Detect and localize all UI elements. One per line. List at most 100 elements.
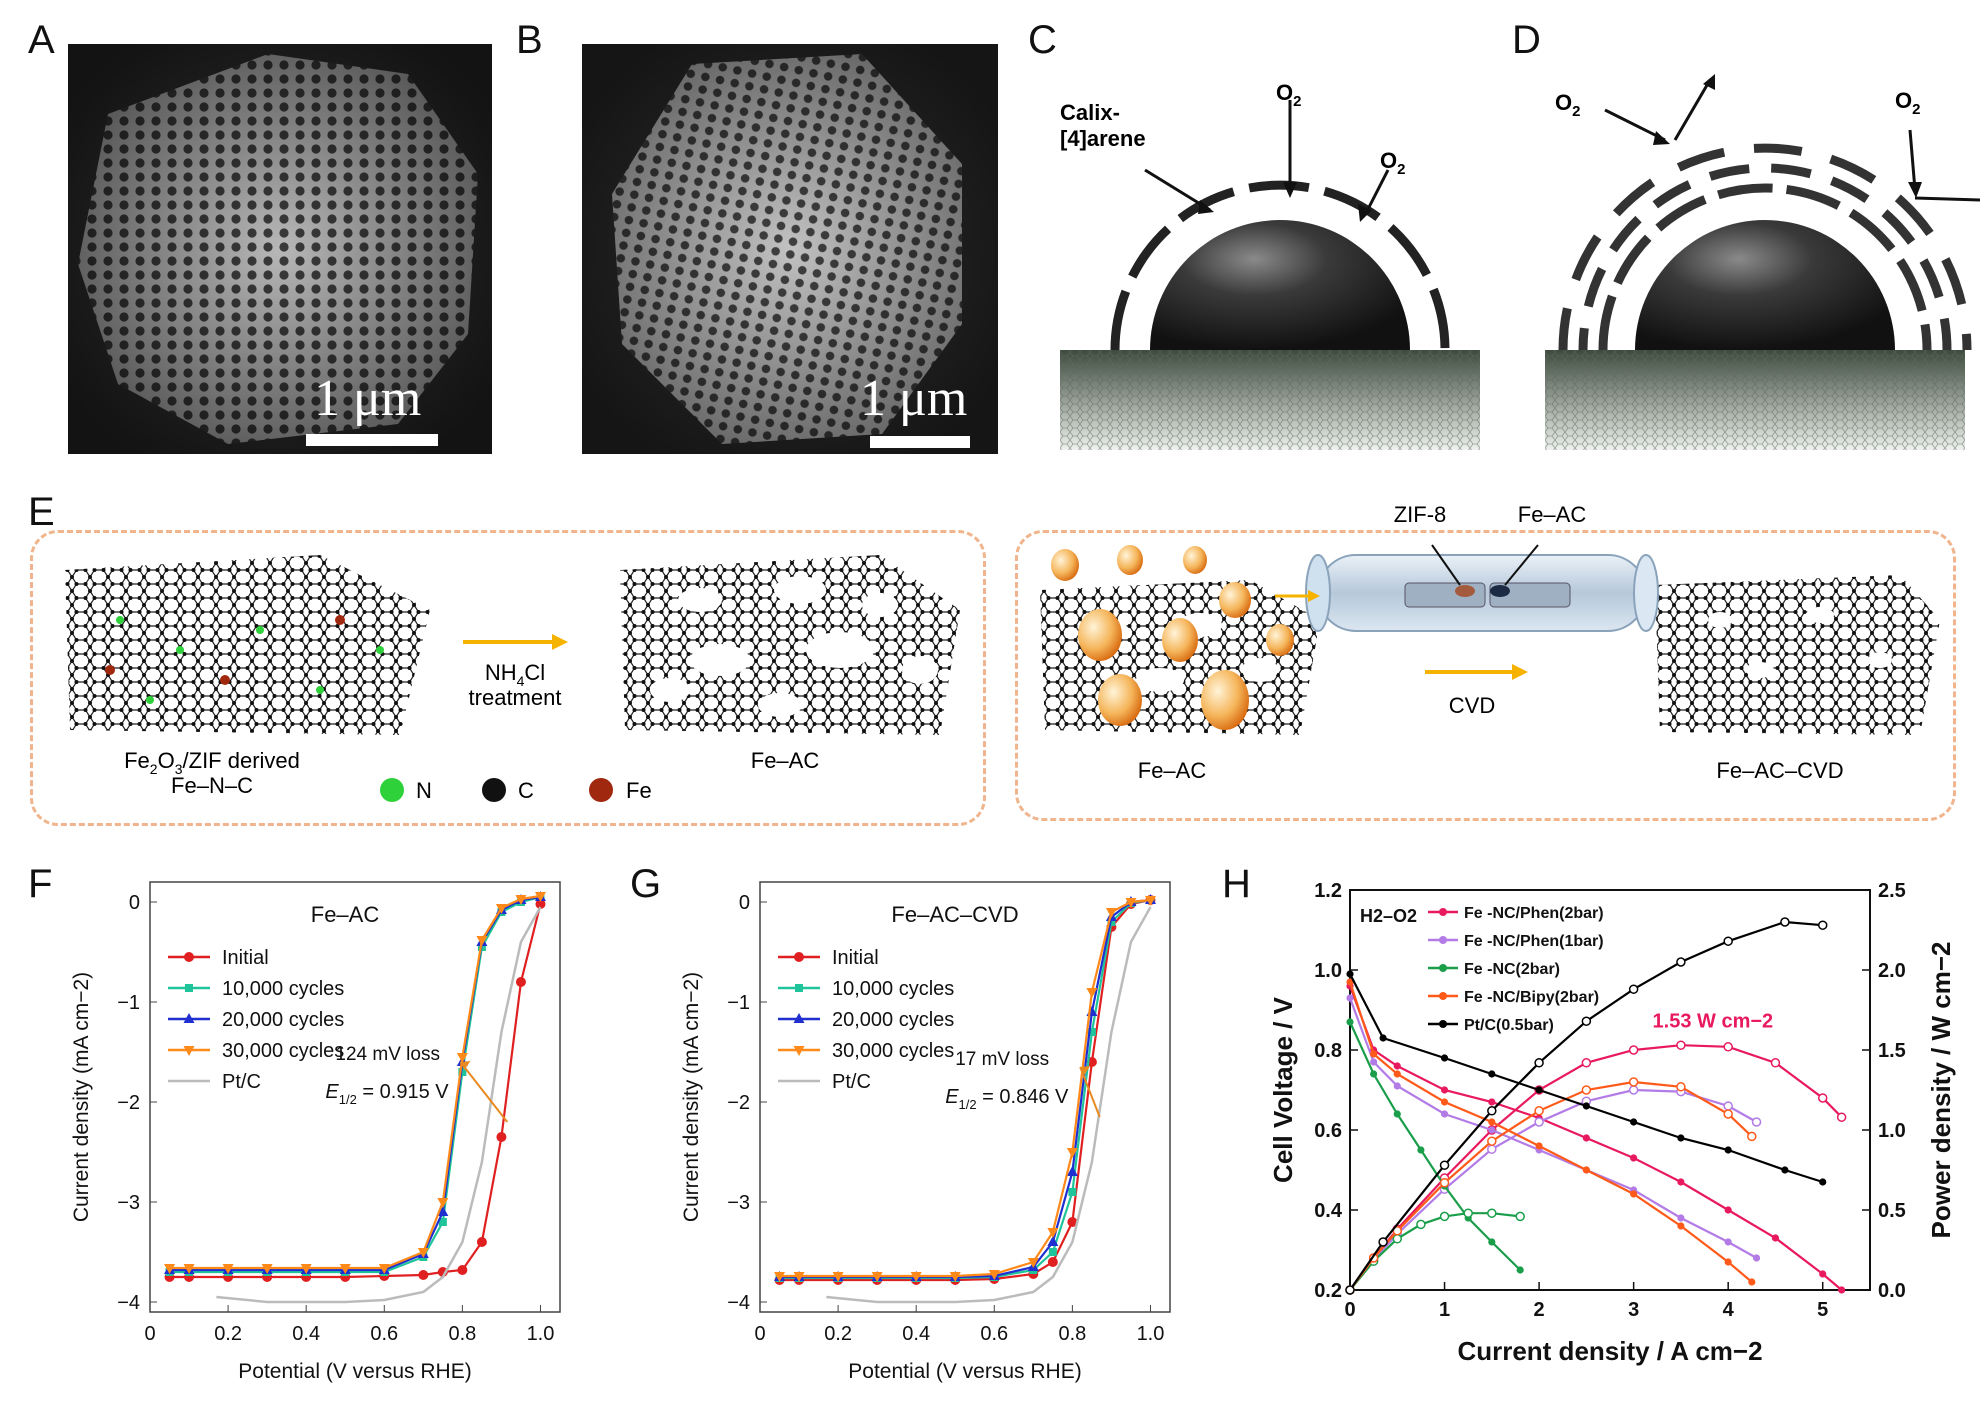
power-point — [1723, 1109, 1733, 1119]
voltage-point — [1630, 1118, 1638, 1126]
data-point — [418, 1270, 429, 1280]
x-tick-label: 0.4 — [292, 1323, 320, 1345]
voltage-point — [1440, 1098, 1449, 1106]
chart-title: Fe–AC–CVD — [891, 902, 1018, 927]
x-tick-label: 0 — [754, 1323, 765, 1345]
power-point — [1581, 1016, 1592, 1026]
legend-marker — [1439, 908, 1447, 916]
power-line-4 — [1349, 1080, 1753, 1291]
legend-label: Fe -NC/Bipy(2bar) — [1464, 989, 1599, 1006]
data-point — [871, 1272, 883, 1282]
voltage-point — [1488, 1126, 1496, 1134]
panel-letter-d: D — [1512, 18, 1541, 62]
o2-top-label-c: O2 — [1276, 80, 1301, 110]
voltage-point — [1346, 970, 1354, 978]
voltage-point — [1370, 1058, 1378, 1066]
voltage-point — [1488, 1238, 1496, 1246]
voltage-point — [1440, 1110, 1449, 1118]
boat-right — [1489, 582, 1571, 608]
voltage-point — [1630, 1190, 1638, 1198]
x-tick-label: 0.2 — [214, 1323, 242, 1345]
power-point — [1747, 1131, 1757, 1142]
panel-letter-f: F — [28, 862, 53, 906]
data-point — [1087, 1028, 1096, 1036]
label-fe2o3-zif: Fe2O3/ZIF derived — [124, 748, 300, 777]
voltage-point — [1346, 978, 1354, 986]
power-point — [1836, 1112, 1847, 1122]
power-point — [1628, 984, 1639, 994]
legend-marker — [184, 952, 194, 962]
power-point — [1378, 1237, 1388, 1247]
legend-label: Fe -NC/Phen(2bar) — [1464, 905, 1604, 922]
power-point — [1817, 1093, 1828, 1103]
particle-sphere-d — [1635, 220, 1895, 350]
data-point — [949, 1272, 961, 1282]
y2-tick-label: 1.5 — [1878, 1040, 1906, 1062]
o2-right-label-d: O2 — [1895, 88, 1920, 118]
y-tick-label: 0.4 — [1314, 1200, 1343, 1222]
series-line-2 — [169, 895, 541, 1274]
data-point — [515, 977, 526, 987]
data-point — [1048, 1248, 1057, 1256]
data-point — [339, 1264, 351, 1274]
voltage-point — [1516, 1266, 1524, 1274]
label-feac-tube: Fe–AC — [1518, 502, 1587, 527]
y-tick-label: 0 — [129, 892, 140, 914]
data-point — [988, 1270, 1000, 1280]
legend-label: 30,000 cycles — [222, 1040, 344, 1062]
data-point — [1066, 1166, 1078, 1176]
series-line-1 — [169, 903, 542, 1279]
voltage-point — [1582, 1166, 1590, 1174]
x-tick-label: 0.2 — [824, 1323, 852, 1345]
data-point — [1066, 1148, 1078, 1158]
voltage-point — [1582, 1134, 1590, 1142]
power-point — [1439, 1178, 1450, 1188]
e-half-label: E1/2 = 0.846 V — [945, 1086, 1069, 1112]
legend-marker — [794, 952, 804, 962]
voltage-point — [1488, 1098, 1496, 1106]
power-point — [1581, 1085, 1592, 1095]
data-point — [1105, 908, 1117, 918]
voltage-point — [1379, 1034, 1387, 1042]
diagram-c: Calix- [4]arene O2 O2 — [1060, 80, 1480, 450]
label-fenc: Fe–N–C — [171, 773, 253, 798]
shell-outer-d — [1558, 143, 1972, 351]
pores-feac-cvd — [1708, 607, 1892, 678]
x-tick-label: 0.6 — [980, 1323, 1008, 1345]
lattice-feac-cvd — [1655, 575, 1940, 735]
scale-bar-a — [306, 434, 438, 446]
data-point — [1027, 1258, 1039, 1268]
zif8-sample — [1455, 585, 1475, 597]
plot-frame — [149, 881, 561, 1313]
voltage-point — [1724, 1206, 1732, 1214]
legend-marker — [183, 1046, 195, 1056]
power-point — [1487, 1106, 1497, 1116]
power-point — [1723, 1042, 1733, 1052]
voltage-point — [1724, 1146, 1732, 1154]
legend-marker — [1439, 992, 1447, 1000]
plot-frame — [1349, 889, 1871, 1291]
legend-marker — [1439, 964, 1447, 972]
chart-f: 0 0.2 0.4 0.6 0.8 1.0 0 −1 −2 −3 −4 Potential (V ve… — [70, 881, 561, 1383]
power-point — [1534, 1106, 1544, 1116]
sem-image-b: 1 μm — [582, 44, 998, 454]
lattice-fenc — [65, 555, 430, 735]
plot-frame — [759, 881, 1171, 1313]
data-point — [456, 1053, 468, 1063]
series-line-1 — [779, 898, 1151, 1282]
x-tick-label: 4 — [1723, 1299, 1735, 1321]
voltage-point — [1677, 1222, 1685, 1230]
voltage-line-2 — [1348, 997, 1758, 1259]
power-point — [1416, 1219, 1426, 1230]
y-tick-label: −2 — [727, 1092, 750, 1114]
data-point — [832, 1272, 844, 1282]
process-box-right — [1015, 530, 1956, 821]
legend-marker — [1439, 1020, 1447, 1028]
legend-label: Pt/C — [832, 1071, 871, 1093]
legend-marker — [1439, 936, 1447, 944]
data-point — [183, 1264, 195, 1274]
legend-label: 20,000 cycles — [832, 1009, 954, 1031]
power-point — [1628, 1045, 1639, 1055]
label-feac-mid: Fe–AC — [751, 748, 820, 773]
legend-label: Fe -NC(2bar) — [1464, 961, 1560, 978]
